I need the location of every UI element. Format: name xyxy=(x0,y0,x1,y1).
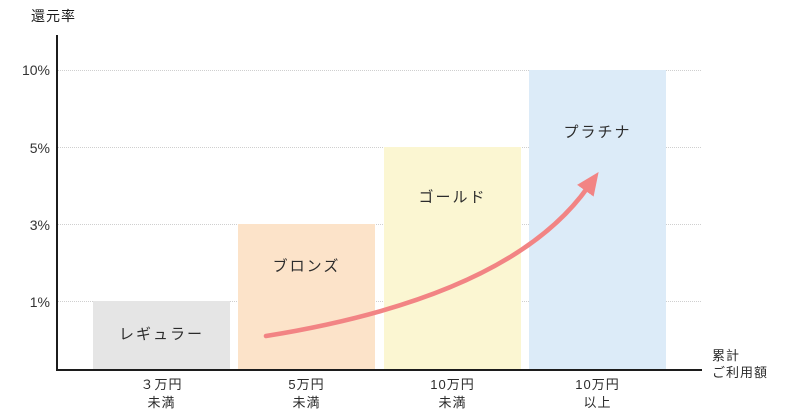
x-category-platinum: 10万円 以上 xyxy=(529,376,666,412)
x-category-line1: ３万円 xyxy=(140,377,183,392)
gridline-10pct xyxy=(57,70,701,71)
gridline-5pct xyxy=(57,147,701,148)
x-category-regular: ３万円 未満 xyxy=(93,376,230,412)
x-axis-title-line2: ご利用額 xyxy=(712,365,769,380)
y-tick-5pct: 5% xyxy=(29,140,50,156)
x-category-bronze: 5万円 未満 xyxy=(238,376,375,412)
x-axis-title: 累計 ご利用額 xyxy=(712,347,768,381)
x-category-line1: 10万円 xyxy=(575,377,620,392)
x-category-line1: 5万円 xyxy=(288,377,325,392)
x-axis-title-line1: 累計 xyxy=(712,348,741,363)
tier-label-platinum: プラチナ xyxy=(563,124,632,141)
x-axis-line xyxy=(56,369,702,371)
bar-bronze: ブロンズ xyxy=(238,224,375,370)
x-category-line2: 未満 xyxy=(147,395,176,410)
bar-regular: レギュラー xyxy=(93,301,230,370)
tier-label-gold: ゴールド xyxy=(418,189,487,206)
x-category-line2: 以上 xyxy=(583,395,612,410)
y-tick-1pct: 1% xyxy=(29,294,50,310)
tier-label-bronze: ブロンズ xyxy=(272,258,341,275)
y-tick-10pct: 10% xyxy=(21,62,50,78)
y-axis-title: 還元率 xyxy=(31,8,76,24)
x-category-gold: 10万円 未満 xyxy=(384,376,521,412)
y-tick-3pct: 3% xyxy=(29,217,50,233)
x-category-line1: 10万円 xyxy=(430,377,475,392)
tier-label-regular: レギュラー xyxy=(118,326,204,343)
y-axis-line xyxy=(56,35,58,371)
bar-gold: ゴールド xyxy=(384,147,521,370)
bar-platinum: プラチナ xyxy=(529,70,666,370)
x-category-line2: 未満 xyxy=(292,395,321,410)
x-category-line2: 未満 xyxy=(438,395,467,410)
